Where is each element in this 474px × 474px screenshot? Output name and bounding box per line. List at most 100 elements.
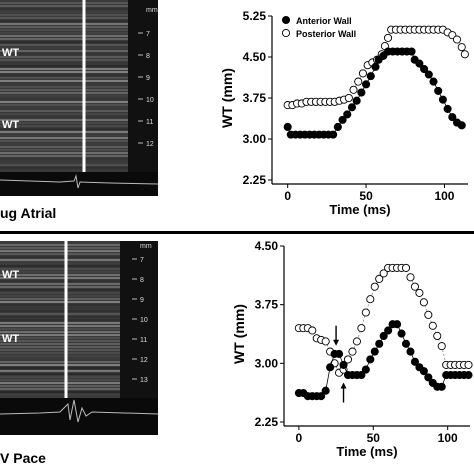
tissue-band — [0, 68, 128, 70]
tissue-band — [0, 92, 128, 94]
anterior-point — [343, 110, 352, 119]
chart-top: 2.25 3.00 3.75 4.50 5.25 0 50 100 Time (ms) WT (m… — [219, 9, 469, 217]
annotation-arrowhead — [340, 382, 347, 389]
anterior-point — [335, 349, 344, 358]
tissue-band — [0, 256, 120, 258]
tissue-band — [0, 107, 128, 109]
ecg-trace — [0, 399, 159, 423]
tissue-band — [0, 307, 120, 309]
tissue-band — [0, 146, 128, 148]
x-tick-label: 50 — [367, 431, 381, 445]
tissue-band — [0, 388, 120, 390]
tissue-band — [0, 116, 128, 118]
x-tick-label: 50 — [359, 189, 373, 203]
posterior-point — [424, 310, 433, 319]
anterior-point — [393, 320, 402, 329]
tissue-band — [0, 358, 120, 360]
posterior-point — [406, 273, 415, 282]
tissue-band — [0, 71, 128, 73]
panel-divider — [0, 231, 474, 234]
tissue-band — [0, 271, 120, 273]
tissue-band — [0, 119, 128, 121]
tissue-band — [0, 44, 128, 46]
tissue-band — [0, 11, 128, 13]
posterior-point — [464, 360, 473, 369]
x-axis-label: Time (ms) — [329, 202, 390, 217]
mmode-tissue-bands — [0, 2, 128, 169]
tissue-band — [0, 143, 128, 145]
x-tick-label: 100 — [434, 189, 454, 203]
posterior-point — [379, 269, 388, 278]
tissue-band — [0, 80, 128, 82]
tissue-band — [0, 352, 120, 354]
y-tick-label: 3.00 — [243, 132, 267, 146]
tissue-band — [0, 364, 120, 366]
chart-bottom: 2.25 3.00 3.75 4.50 0 50 100 Time (ms) WT (mm) — [231, 239, 473, 459]
tissue-band — [0, 349, 120, 351]
anterior-point — [448, 113, 457, 122]
scale-tick-label: 12 — [146, 141, 154, 148]
tissue-band — [0, 86, 128, 88]
wall-label-posterior: WT — [2, 119, 19, 131]
tissue-band — [0, 56, 128, 58]
y-tick-label: 4.50 — [255, 239, 279, 253]
scale-unit: mm — [140, 243, 152, 250]
tissue-band — [0, 346, 120, 348]
anterior-point — [407, 47, 416, 56]
anterior-point — [357, 88, 366, 97]
tissue-band — [0, 74, 128, 76]
tissue-band — [0, 382, 120, 384]
tissue-band — [0, 343, 120, 345]
legend-marker — [281, 28, 291, 38]
wall-label-posterior: WT — [2, 333, 19, 345]
posterior-point — [410, 282, 419, 291]
y-tick-label: 2.25 — [255, 415, 279, 429]
tissue-band — [0, 59, 128, 61]
posterior-point — [321, 337, 330, 346]
tissue-band — [0, 134, 128, 136]
anterior-point — [362, 80, 371, 89]
tissue-band — [0, 379, 120, 381]
posterior-point — [357, 324, 366, 333]
condition-label-top: ug Atrial — [0, 205, 56, 221]
tissue-band — [0, 340, 120, 342]
posterior-point — [457, 43, 466, 52]
posterior-point — [344, 93, 353, 103]
scale-tick-label: 13 — [140, 377, 148, 384]
anterior-point — [283, 122, 292, 132]
tissue-band — [0, 385, 120, 387]
tissue-band — [0, 331, 120, 333]
scale-tick-label: 8 — [146, 53, 150, 60]
anterior-point — [366, 355, 375, 364]
tissue-band — [0, 367, 120, 369]
scale-tick-label: 10 — [146, 97, 154, 104]
legend-label: Posterior Wall — [296, 29, 356, 39]
posterior-point — [437, 342, 446, 351]
tissue-band — [0, 316, 120, 318]
tissue-band — [0, 355, 120, 357]
tissue-band — [0, 161, 128, 163]
tissue-band — [0, 128, 128, 130]
tissue-band — [0, 286, 120, 288]
tissue-band — [0, 5, 128, 7]
anterior-point — [420, 64, 429, 74]
posterior-point — [428, 321, 437, 330]
anterior-point — [326, 363, 335, 372]
tissue-band — [0, 101, 128, 103]
scale-tick-label: 9 — [146, 75, 150, 82]
anterior-point — [352, 96, 361, 105]
posterior-point — [354, 77, 363, 86]
y-axis-label: WT (mm) — [231, 304, 247, 364]
anterior-point — [437, 382, 446, 391]
anterior-point — [457, 121, 466, 130]
tissue-band — [0, 38, 128, 40]
posterior-point — [343, 355, 353, 364]
tissue-band — [0, 280, 120, 282]
tissue-band — [0, 244, 120, 246]
tissue-band — [0, 164, 128, 166]
anterior-point — [338, 115, 347, 124]
tissue-band — [0, 110, 128, 112]
mmode-tissue-bands — [0, 244, 120, 396]
tissue-band — [0, 26, 128, 28]
